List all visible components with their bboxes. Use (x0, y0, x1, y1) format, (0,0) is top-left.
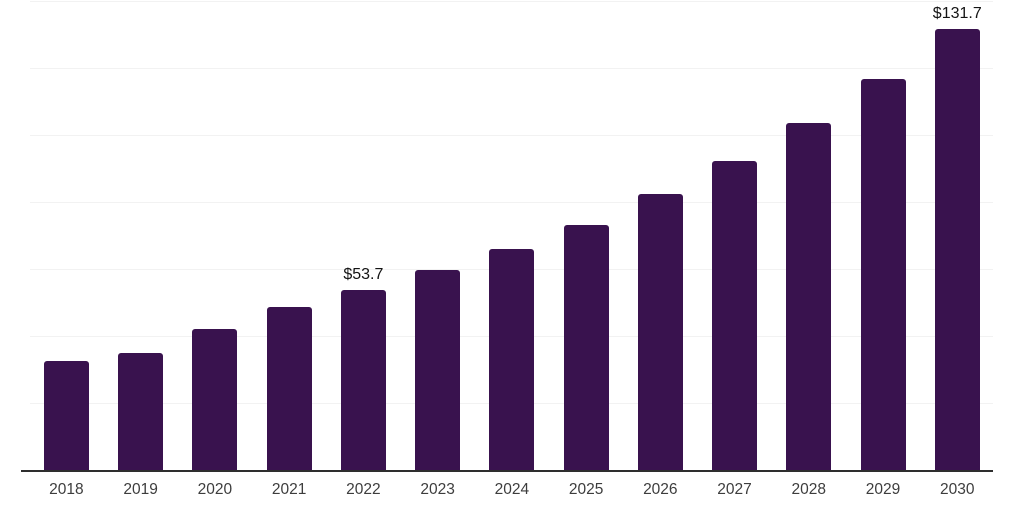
bar-2018 (43, 361, 89, 470)
plot-area: $53.7 $131.7 (21, 0, 993, 472)
bar-2024 (489, 249, 535, 470)
x-tick-2023: 2023 (420, 481, 455, 498)
x-tick-2020: 2020 (197, 481, 233, 498)
data-label-2022: $53.7 (343, 266, 384, 284)
bar-2023 (415, 270, 461, 470)
x-tick-2026: 2026 (643, 481, 678, 498)
x-tick-2019: 2019 (123, 481, 158, 498)
bar-2021 (266, 307, 312, 470)
bar-2022 (340, 290, 386, 470)
bar-2026 (637, 193, 683, 470)
gridline-100 (30, 134, 993, 136)
gridline-120 (30, 67, 993, 69)
data-label-2030: $131.7 (932, 4, 982, 22)
x-tick-2021: 2021 (271, 481, 307, 498)
x-tick-2024: 2024 (494, 481, 530, 498)
bar-2029 (860, 78, 906, 470)
x-tick-2028: 2028 (791, 481, 827, 498)
x-tick-2025: 2025 (568, 481, 604, 498)
x-tick-2030: 2030 (940, 481, 975, 498)
x-tick-2029: 2029 (865, 481, 901, 498)
bar-2028 (786, 123, 832, 470)
x-tick-2022: 2022 (346, 481, 381, 498)
bar-2020 (192, 329, 238, 470)
gridline-80 (30, 201, 993, 203)
x-axis-labels: 2018 2019 2020 2021 2022 2023 2024 2025 2026 2027… (0, 481, 1024, 505)
bar-2027 (712, 161, 758, 470)
x-tick-2027: 2027 (717, 481, 752, 498)
bar-2030 (934, 28, 980, 470)
bar-2025 (563, 224, 609, 470)
bar-2019 (118, 353, 164, 470)
gridline-140 (30, 0, 993, 2)
x-tick-2018: 2018 (49, 481, 84, 498)
